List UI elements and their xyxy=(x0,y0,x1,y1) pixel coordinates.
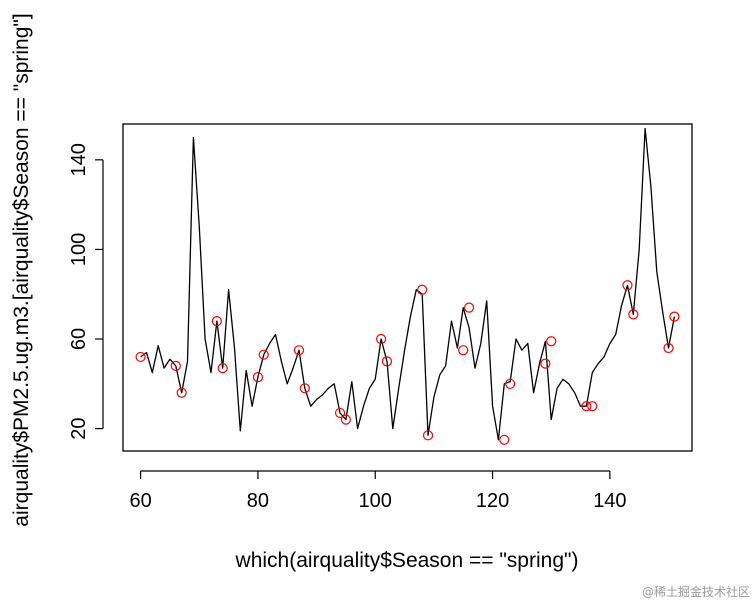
data-point xyxy=(422,430,434,441)
x-axis-title: which(airquality$Season == "spring") xyxy=(235,549,579,572)
data-point xyxy=(663,342,674,354)
x-tick-label-100: 100 xyxy=(359,490,392,512)
y-tick-label-20: 20 xyxy=(68,417,90,439)
data-point xyxy=(340,414,352,425)
data-point xyxy=(381,356,393,367)
data-point xyxy=(170,360,181,371)
watermark: @稀土掘金技术社区 xyxy=(641,585,750,599)
data-point xyxy=(587,401,598,412)
y-axis: 20 60 100 140 xyxy=(68,143,104,440)
data-point xyxy=(376,333,387,345)
data-point xyxy=(299,383,310,394)
data-point xyxy=(505,378,516,389)
data-point xyxy=(334,407,346,419)
x-tick-label-140: 140 xyxy=(593,490,626,512)
data-point xyxy=(581,401,592,412)
data-point xyxy=(628,309,639,320)
x-tick-label-60: 60 xyxy=(129,490,151,512)
data-point xyxy=(217,363,228,374)
data-point xyxy=(622,280,633,291)
x-tick-label-80: 80 xyxy=(247,490,269,512)
x-tick-label-120: 120 xyxy=(476,490,509,512)
data-point xyxy=(546,336,557,347)
data-point xyxy=(135,351,146,363)
y-tick-label-60: 60 xyxy=(68,328,90,350)
data-point xyxy=(540,358,551,369)
data-point xyxy=(499,434,510,445)
data-point xyxy=(458,345,469,356)
data-point xyxy=(463,302,475,313)
plot-frame xyxy=(122,123,693,452)
y-tick-label-140: 140 xyxy=(68,143,90,176)
y-axis-title: airquality$PM2.5.ug.m3.[airquality$Seaso… xyxy=(10,13,33,526)
data-point xyxy=(669,311,680,322)
series-line xyxy=(140,127,676,441)
data-point xyxy=(252,371,264,383)
data-point xyxy=(176,387,187,398)
data-point xyxy=(258,349,269,360)
data-point xyxy=(417,284,428,295)
x-axis: 60 80 100 120 140 xyxy=(129,470,627,512)
data-point xyxy=(211,315,222,327)
data-point xyxy=(293,345,305,356)
series-layer xyxy=(135,127,680,445)
y-tick-label-100: 100 xyxy=(68,233,90,266)
